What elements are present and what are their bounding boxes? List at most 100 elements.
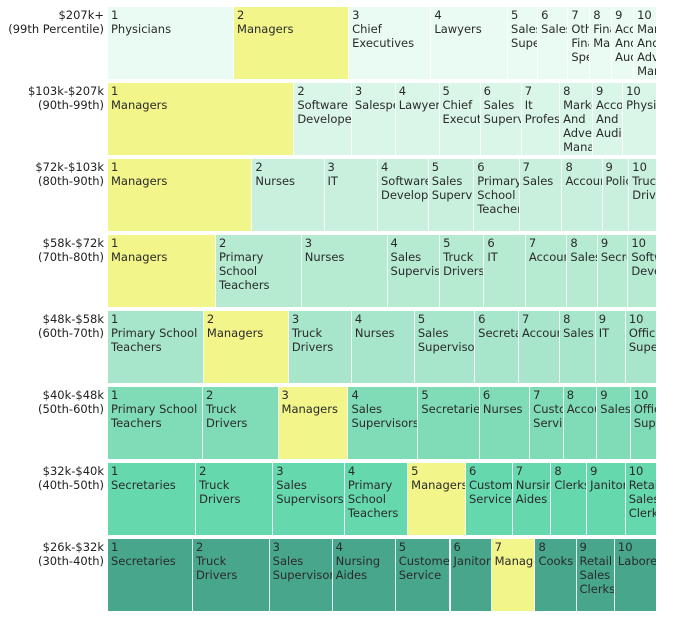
treemap-cell[interactable]: 3 Managers bbox=[278, 387, 349, 459]
treemap-cell[interactable]: 6Janitors bbox=[450, 539, 492, 611]
treemap-cell[interactable]: 2 Primary School Teachers bbox=[215, 235, 302, 307]
occupation-name: Marketing And Advertising Managers bbox=[563, 98, 593, 154]
treemap-cell[interactable]: 2 Managers bbox=[203, 311, 289, 383]
occupation-name: It Professionals bbox=[524, 98, 561, 126]
treemap-cell[interactable]: 10Laborers bbox=[614, 539, 656, 611]
treemap-cell[interactable]: 4 Primary School Teachers bbox=[344, 463, 409, 535]
treemap-cell[interactable]: 7Customer Service bbox=[530, 387, 564, 459]
rank-number: 9 bbox=[605, 160, 613, 174]
treemap-cell[interactable]: 10Office Supervisors bbox=[625, 311, 656, 383]
treemap-cell[interactable]: 6Customer Service bbox=[465, 463, 513, 535]
rank-number: 1 bbox=[111, 388, 119, 402]
treemap-cell[interactable]: 9Police bbox=[602, 159, 630, 231]
treemap-cell[interactable]: 8Accountants bbox=[562, 159, 603, 231]
treemap-cell[interactable]: 2 Nurses bbox=[252, 159, 325, 231]
treemap-cell[interactable]: 10Physicians bbox=[623, 83, 656, 155]
treemap-cell[interactable]: 4 Nursing Aides bbox=[332, 539, 396, 611]
treemap-cell[interactable]: 6Secretaries bbox=[475, 311, 519, 383]
treemap-cell[interactable]: 7Accountants bbox=[525, 235, 568, 307]
treemap-cell[interactable]: 8 Clerks bbox=[551, 463, 588, 535]
treemap-cell[interactable]: 3 IT bbox=[324, 159, 378, 231]
treemap-cell[interactable]: 9Secretaries bbox=[597, 235, 629, 307]
treemap-cell[interactable]: 7 Sales bbox=[519, 159, 563, 231]
treemap-cell[interactable]: 1 Managers bbox=[108, 159, 253, 231]
treemap-cell[interactable]: 3 Chief Executives bbox=[349, 7, 432, 79]
treemap-cell[interactable]: 3 Truck Drivers bbox=[288, 311, 352, 383]
rank-number: 9 bbox=[579, 540, 587, 554]
row-label-1: $207k+ (99th Percentile) bbox=[0, 8, 104, 36]
treemap-cell[interactable]: 10Software Developers bbox=[628, 235, 656, 307]
treemap-cell[interactable]: 8Accountants bbox=[563, 387, 598, 459]
treemap-cell[interactable]: 1 Secretaries bbox=[108, 463, 197, 535]
occupation-name: Accountants And Auditors bbox=[615, 22, 633, 64]
treemap-cell[interactable]: 6 IT bbox=[484, 235, 526, 307]
occupation-name: IT bbox=[598, 326, 610, 340]
treemap-cell[interactable]: 10Marketing And Advertising Managers bbox=[634, 7, 656, 79]
treemap-cell[interactable]: 2 Truck Drivers bbox=[196, 463, 274, 535]
treemap-cell[interactable]: 10Office Supervisors bbox=[630, 387, 656, 459]
treemap-cell[interactable]: 1 Physicians bbox=[108, 7, 235, 79]
treemap-cell[interactable]: 7Other Financial Specialists bbox=[568, 7, 591, 79]
treemap-cell[interactable]: 1 Primary School Teachers bbox=[108, 387, 204, 459]
treemap-cell[interactable]: 7Nursing Aides bbox=[512, 463, 552, 535]
treemap-cell[interactable]: 9 Sales bbox=[597, 387, 631, 459]
occupation-name: Nurses bbox=[304, 250, 345, 264]
rank-number: 6 bbox=[482, 388, 491, 402]
treemap-cell[interactable]: 2 Managers bbox=[234, 7, 350, 79]
treemap-cell[interactable]: 10Retail Sales Clerks bbox=[625, 463, 656, 535]
treemap-cell[interactable]: 4 Nurses bbox=[351, 311, 415, 383]
occupation-name: Clerks bbox=[554, 478, 588, 492]
rank-number: 2 bbox=[195, 540, 204, 554]
treemap-cell[interactable]: 1 Secretaries bbox=[108, 539, 193, 611]
occupation-name: Secretaries bbox=[421, 402, 480, 416]
treemap-cell[interactable]: 3Salespersons bbox=[351, 83, 396, 155]
treemap-cell[interactable]: 10Truck Drivers bbox=[629, 159, 656, 231]
treemap-cell[interactable]: 7Managers bbox=[491, 539, 536, 611]
treemap-cell[interactable]: 9Accountants And Auditors bbox=[592, 83, 624, 155]
rank-number: 2 bbox=[237, 8, 245, 22]
treemap-cell[interactable]: 3 Nurses bbox=[301, 235, 388, 307]
treemap-cell[interactable]: 1 Managers bbox=[108, 83, 295, 155]
treemap-cell[interactable]: 9Accountants And Auditors bbox=[612, 7, 635, 79]
treemap-cell[interactable]: 2 Truck Drivers bbox=[203, 387, 279, 459]
treemap-cell[interactable]: 7Accountants bbox=[519, 311, 561, 383]
treemap-cell[interactable]: 9 Retail Sales Clerks bbox=[576, 539, 615, 611]
treemap-cell[interactable]: 5 Customer Service bbox=[395, 539, 451, 611]
treemap-cell[interactable]: 5 Managers bbox=[408, 463, 466, 535]
rank-number: 5 bbox=[442, 84, 450, 98]
occupation-name: Secretaries bbox=[111, 554, 176, 568]
treemap-cell[interactable]: 5 Secretaries bbox=[418, 387, 480, 459]
treemap-cell[interactable]: 9 IT bbox=[595, 311, 626, 383]
occupation-name: Accountants bbox=[566, 402, 597, 416]
treemap-cell[interactable]: 1 Primary School Teachers bbox=[108, 311, 204, 383]
treemap-cell[interactable]: 1 Managers bbox=[108, 235, 216, 307]
treemap-cell[interactable]: 8Marketing And Advertising Managers bbox=[560, 83, 593, 155]
occupation-name: IT bbox=[487, 250, 498, 264]
treemap-cell[interactable]: 9Janitors bbox=[587, 463, 626, 535]
treemap-cell[interactable]: 8 Cooks bbox=[535, 539, 577, 611]
rank-number: 7 bbox=[571, 8, 579, 22]
treemap-cell[interactable]: 7It Professionals bbox=[521, 83, 561, 155]
treemap-cell[interactable]: 5 Truck Drivers bbox=[440, 235, 485, 307]
treemap-cell[interactable]: 6 Nurses bbox=[479, 387, 531, 459]
treemap-cell[interactable]: 2 Truck Drivers bbox=[192, 539, 270, 611]
rank-number: 7 bbox=[494, 540, 502, 554]
treemap-cell[interactable]: 8Financial Managers bbox=[590, 7, 613, 79]
